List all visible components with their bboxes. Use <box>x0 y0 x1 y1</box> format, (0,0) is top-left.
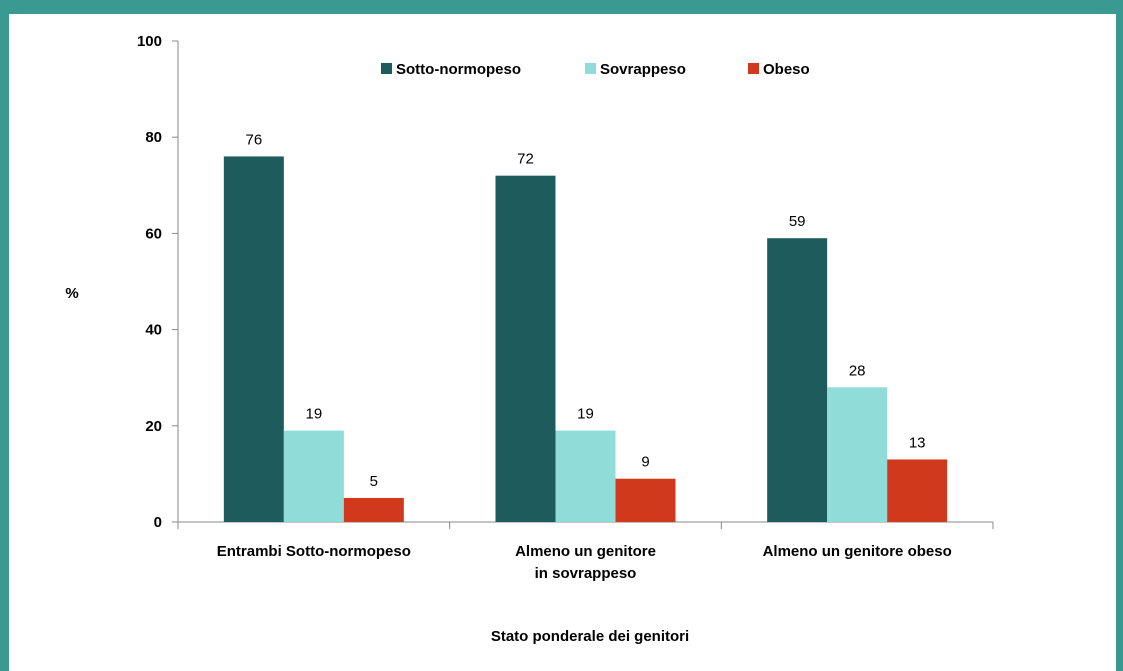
chart-axes: 0 20 40 60 80 100 Entrambi Sotto-normopeso Alme… <box>137 33 994 582</box>
bar <box>767 238 828 522</box>
legend-label: Sovrappeso <box>600 61 686 78</box>
frame-left-border <box>0 0 9 671</box>
frame-right-border <box>1116 0 1123 671</box>
data-label: 13 <box>909 434 926 451</box>
data-label: 5 <box>370 473 378 490</box>
bar <box>887 459 948 522</box>
x-tick-label: in sovrappeso <box>535 565 637 582</box>
bar <box>283 430 344 522</box>
legend-swatch <box>381 63 392 74</box>
y-tick-label: 60 <box>145 225 162 242</box>
y-tick-label: 40 <box>145 322 162 339</box>
legend-swatch <box>585 63 596 74</box>
x-tick-label: Almeno un genitore <box>515 543 656 560</box>
bar <box>223 156 284 522</box>
data-label: 76 <box>245 131 262 148</box>
y-tick-label: 100 <box>137 33 162 50</box>
chart-data-labels: 76 19 5 72 19 9 59 28 13 <box>245 131 925 490</box>
chart-bars <box>223 156 948 522</box>
bar <box>615 478 676 522</box>
y-tick-label: 20 <box>145 418 162 435</box>
data-label: 19 <box>305 406 322 423</box>
chart-legend: Sotto-normopeso Sovrappeso Obeso <box>381 61 810 78</box>
y-tick-label: 80 <box>145 129 162 146</box>
data-label: 72 <box>517 151 534 168</box>
bar <box>495 175 556 522</box>
legend-swatch <box>748 63 759 74</box>
bar <box>827 387 888 522</box>
bar <box>555 430 616 522</box>
x-axis-label: Stato ponderale dei genitori <box>491 628 689 645</box>
data-label: 28 <box>849 362 866 379</box>
data-label: 59 <box>789 213 806 230</box>
y-tick-label: 0 <box>154 514 162 531</box>
legend-label: Obeso <box>763 61 810 78</box>
data-label: 9 <box>641 454 649 471</box>
legend-label: Sotto-normopeso <box>396 61 521 78</box>
x-tick-label: Almeno un genitore obeso <box>763 543 952 560</box>
x-tick-label: Entrambi Sotto-normopeso <box>217 543 411 560</box>
bar <box>343 497 404 522</box>
data-label: 19 <box>577 406 594 423</box>
frame-top-border <box>0 0 1123 14</box>
y-axis-label: % <box>65 285 78 302</box>
